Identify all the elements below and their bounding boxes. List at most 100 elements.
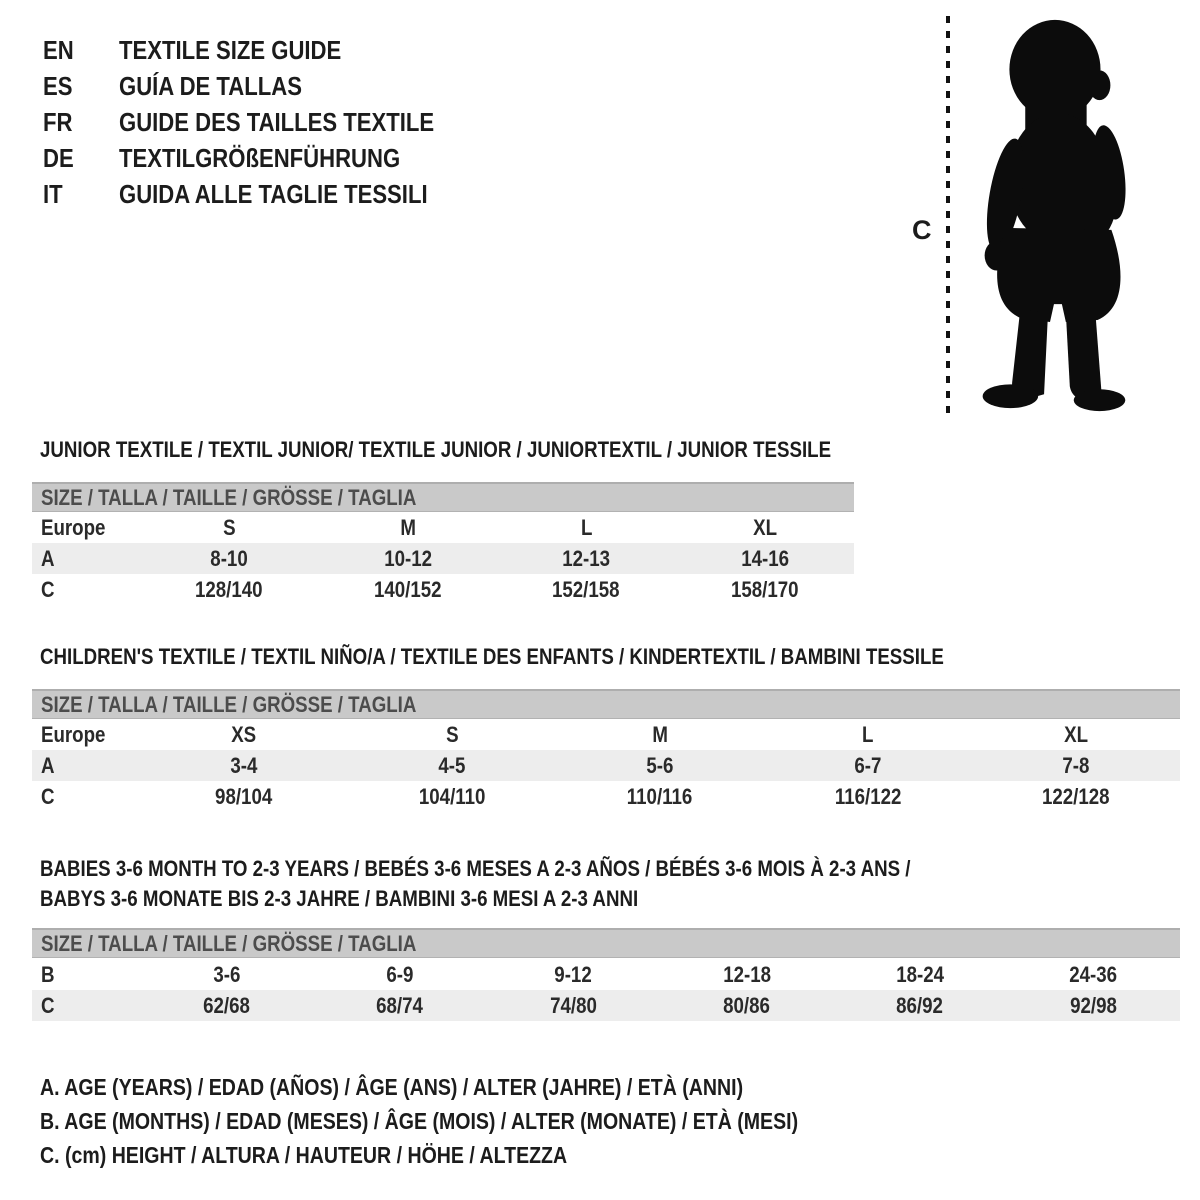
table-row-height-cm: C 62/68 68/74 74/80 80/86 86/92 92/98 bbox=[32, 990, 1180, 1021]
children-section-title-text: CHILDREN'S TEXTILE / TEXTIL NIÑO/A / TEX… bbox=[40, 644, 944, 669]
table-row-age-years: A 3-4 4-5 5-6 6-7 7-8 bbox=[32, 750, 1180, 781]
junior-size-header-bar: SIZE / TALLA / TAILLE / GRÖSSE / TAGLIA bbox=[32, 482, 854, 512]
table-cell: 62/68 bbox=[140, 990, 313, 1021]
cell-text: 104/110 bbox=[418, 783, 486, 809]
table-cell: 80/86 bbox=[660, 990, 833, 1021]
cell-text: 9-12 bbox=[554, 961, 593, 987]
size-header-text: SIZE / TALLA / TAILLE / GRÖSSE / TAGLIA bbox=[41, 484, 417, 510]
table-row-europe: Europe S M L XL bbox=[32, 512, 854, 543]
table-cell: 8-10 bbox=[140, 543, 319, 574]
language-row-en: EN TEXTILE SIZE GUIDE bbox=[43, 32, 490, 68]
table-cell: 9-12 bbox=[487, 959, 660, 990]
language-label: GUIDE DES TAILLES TEXTILE bbox=[119, 106, 435, 137]
table-cell: 10-12 bbox=[319, 543, 498, 574]
legend: A. AGE (YEARS) / EDAD (AÑOS) / ÂGE (ANS)… bbox=[40, 1070, 932, 1172]
cell-text: 74/80 bbox=[549, 992, 597, 1018]
junior-section-title-text: JUNIOR TEXTILE / TEXTIL JUNIOR/ TEXTILE … bbox=[40, 437, 832, 462]
table-cell: 74/80 bbox=[487, 990, 660, 1021]
height-dashed-line-icon bbox=[946, 16, 950, 418]
cell-text: 8-10 bbox=[210, 545, 248, 571]
cell-text: XL bbox=[1064, 721, 1088, 747]
table-cell: 86/92 bbox=[833, 990, 1006, 1021]
cell-text: M bbox=[652, 721, 668, 747]
babies-section-title-line2: BABYS 3-6 MONATE BIS 2-3 JAHRE / BAMBINI… bbox=[40, 886, 639, 911]
table-cell: 3-4 bbox=[140, 750, 348, 781]
legend-text: A. AGE (YEARS) / EDAD (AÑOS) / ÂGE (ANS)… bbox=[40, 1073, 744, 1100]
table-cell: 140/152 bbox=[319, 574, 498, 605]
legend-text: B. AGE (MONTHS) / EDAD (MESES) / ÂGE (MO… bbox=[40, 1107, 799, 1134]
language-label: TEXTILGRÖßENFÜHRUNG bbox=[119, 142, 401, 173]
row-label-cell: Europe bbox=[32, 512, 140, 543]
table-cell: 158/170 bbox=[676, 574, 855, 605]
table-cell: 3-6 bbox=[140, 959, 313, 990]
table-cell: 6-9 bbox=[313, 959, 486, 990]
table-cell: 4-5 bbox=[348, 750, 556, 781]
cell-text: 80/86 bbox=[723, 992, 771, 1018]
cell-text: 14-16 bbox=[740, 545, 789, 571]
row-label-text: A bbox=[41, 545, 55, 571]
row-label-cell: A bbox=[32, 543, 140, 574]
table-row-age-years: A 8-10 10-12 12-13 14-16 bbox=[32, 543, 854, 574]
table-cell: 152/158 bbox=[497, 574, 676, 605]
language-row-fr: FR GUIDE DES TAILLES TEXTILE bbox=[43, 104, 490, 140]
table-cell: 92/98 bbox=[1007, 990, 1180, 1021]
table-cell: 122/128 bbox=[972, 781, 1180, 812]
children-section-title: CHILDREN'S TEXTILE / TEXTIL NIÑO/A / TEX… bbox=[40, 644, 1103, 670]
table-cell: 5-6 bbox=[556, 750, 764, 781]
cell-text: 122/128 bbox=[1042, 783, 1110, 809]
cell-text: XS bbox=[231, 721, 257, 747]
cell-text: 18-24 bbox=[896, 961, 944, 987]
cell-text: 110/116 bbox=[627, 783, 693, 809]
table-row-height-cm: C 98/104 104/110 110/116 116/122 122/128 bbox=[32, 781, 1180, 812]
cell-text: 62/68 bbox=[203, 992, 251, 1018]
language-code: EN bbox=[43, 34, 74, 65]
cell-text: 92/98 bbox=[1069, 992, 1117, 1018]
row-label-cell: B bbox=[32, 959, 140, 990]
cell-text: 158/170 bbox=[730, 576, 799, 602]
size-header-text: SIZE / TALLA / TAILLE / GRÖSSE / TAGLIA bbox=[41, 930, 417, 956]
language-row-es: ES GUÍA DE TALLAS bbox=[43, 68, 490, 104]
row-label-text: Europe bbox=[41, 721, 106, 747]
cell-text: 116/122 bbox=[834, 783, 902, 809]
table-cell: 128/140 bbox=[140, 574, 319, 605]
table-cell: 18-24 bbox=[833, 959, 1006, 990]
row-label-text: Europe bbox=[41, 514, 106, 540]
table-cell: XL bbox=[676, 512, 855, 543]
language-row-it: IT GUIDA ALLE TAGLIE TESSILI bbox=[43, 176, 490, 212]
cell-text: 152/158 bbox=[552, 576, 621, 602]
legend-note-age-months: B. AGE (MONTHS) / EDAD (MESES) / ÂGE (MO… bbox=[40, 1104, 932, 1138]
legend-note-age-years: A. AGE (YEARS) / EDAD (AÑOS) / ÂGE (ANS)… bbox=[40, 1070, 932, 1104]
table-cell: 110/116 bbox=[556, 781, 764, 812]
table-cell: 12-13 bbox=[497, 543, 676, 574]
table-cell: L bbox=[497, 512, 676, 543]
row-label-text: C bbox=[41, 576, 55, 602]
table-cell: S bbox=[140, 512, 319, 543]
table-cell: 14-16 bbox=[676, 543, 855, 574]
language-code: IT bbox=[43, 178, 63, 209]
toddler-silhouette-icon bbox=[982, 19, 1126, 412]
row-label-cell: C bbox=[32, 574, 140, 605]
legend-note-height: C. (cm) HEIGHT / ALTURA / HAUTEUR / HÖHE… bbox=[40, 1138, 932, 1172]
row-label-text: C bbox=[41, 992, 55, 1018]
table-cell: 116/122 bbox=[764, 781, 972, 812]
table-cell: M bbox=[556, 719, 764, 750]
cell-text: XL bbox=[752, 514, 777, 540]
table-cell: XS bbox=[140, 719, 348, 750]
table-cell: 104/110 bbox=[348, 781, 556, 812]
table-cell: 98/104 bbox=[140, 781, 348, 812]
table-cell: 6-7 bbox=[764, 750, 972, 781]
row-label-text: B bbox=[41, 961, 55, 987]
table-cell: 7-8 bbox=[972, 750, 1180, 781]
cell-text: 128/140 bbox=[195, 576, 264, 602]
cell-text: S bbox=[445, 721, 459, 747]
size-header-text: SIZE / TALLA / TAILLE / GRÖSSE / TAGLIA bbox=[41, 691, 417, 717]
row-label-cell: C bbox=[32, 781, 140, 812]
row-label-text: C bbox=[41, 783, 55, 809]
junior-size-table: Europe S M L XL A 8-10 10-12 12-13 14-16… bbox=[32, 512, 854, 605]
language-label: TEXTILE SIZE GUIDE bbox=[119, 34, 342, 65]
cell-text: 140/152 bbox=[373, 576, 442, 602]
cell-text: 86/92 bbox=[896, 992, 944, 1018]
legend-text: C. (cm) HEIGHT / ALTURA / HAUTEUR / HÖHE… bbox=[40, 1141, 568, 1168]
table-cell: S bbox=[348, 719, 556, 750]
language-code: ES bbox=[43, 70, 73, 101]
